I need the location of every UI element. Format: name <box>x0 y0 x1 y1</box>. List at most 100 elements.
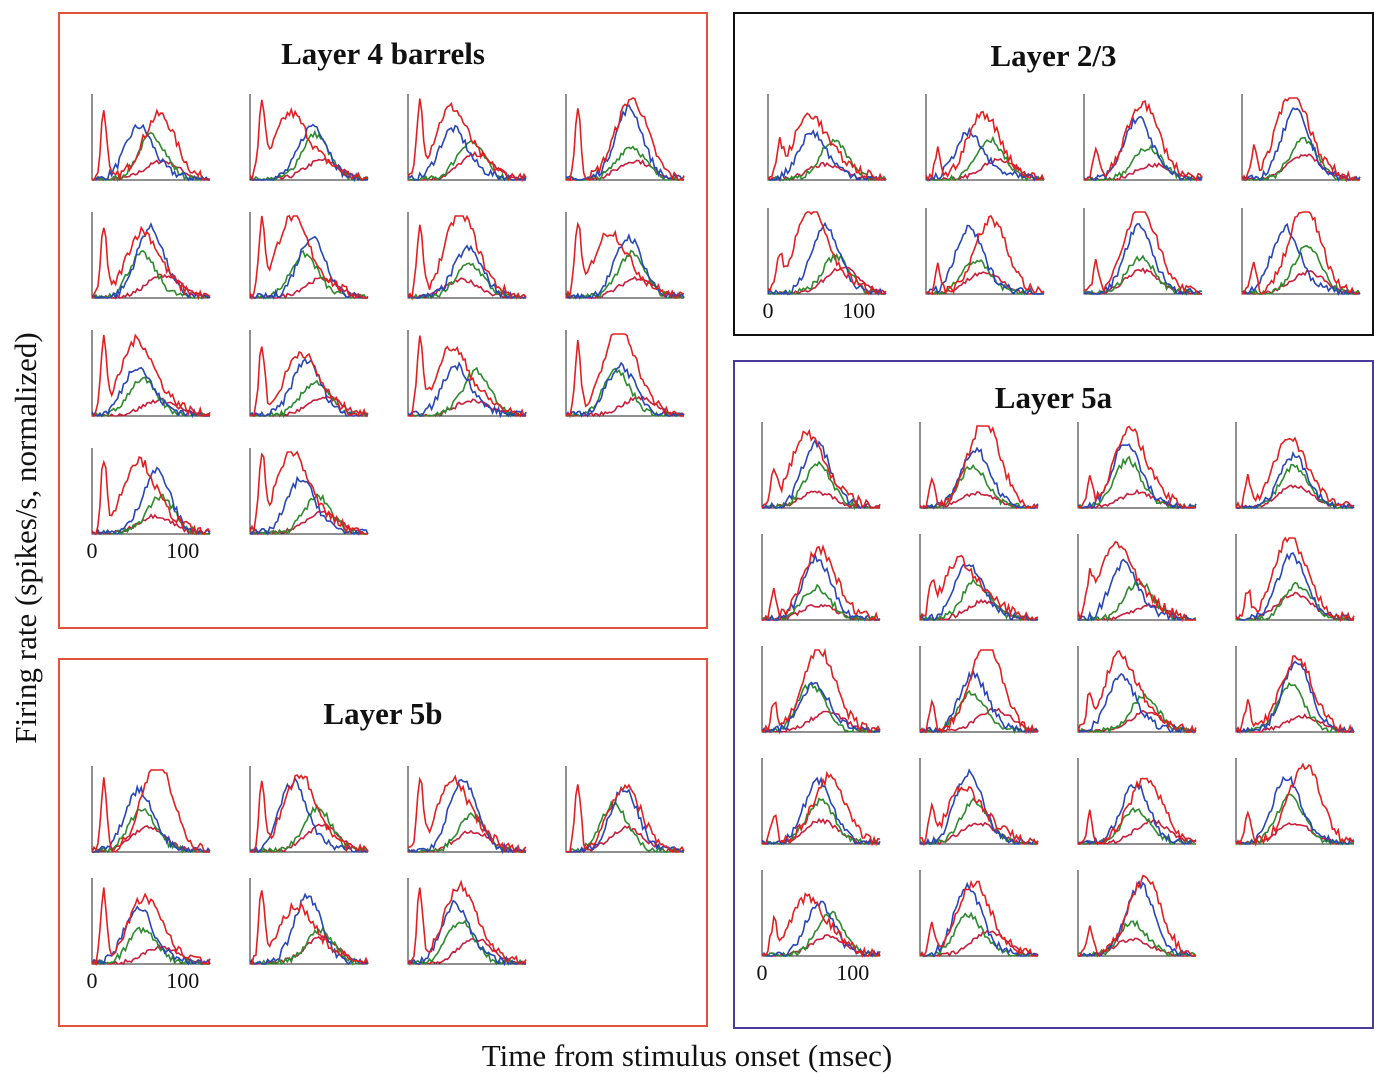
psth-plot <box>1083 94 1203 182</box>
psth-series-line <box>249 379 369 419</box>
psth-series-line <box>1077 443 1197 510</box>
psth-series-line <box>925 214 1045 296</box>
psth-plot <box>1235 646 1355 735</box>
psth-series-line <box>767 221 887 296</box>
psth-series-line <box>407 879 527 966</box>
psth-plot <box>767 208 887 296</box>
psth-series-line <box>407 335 526 418</box>
psth-series-line <box>566 367 685 418</box>
psth-series-line <box>1241 222 1361 296</box>
psth-series-line <box>249 129 369 182</box>
psth-series-line <box>761 438 881 509</box>
psth-series-line <box>1235 536 1355 623</box>
panel-layer-4: Layer 4 barrels <box>58 12 708 629</box>
psth-series-line <box>919 881 1039 958</box>
psth-plot <box>565 766 685 854</box>
psth-plot <box>91 878 211 967</box>
psth-plot <box>249 766 369 854</box>
psth-series-line <box>407 98 527 183</box>
psth-series-line <box>91 466 211 536</box>
psth-series-line <box>920 785 1039 847</box>
psth-series-line <box>762 551 881 622</box>
psth-series-line <box>919 577 1038 622</box>
psth-series-line <box>1077 540 1196 623</box>
psth-series-line <box>91 926 210 966</box>
psth-series-line <box>761 428 881 510</box>
psth-series-line <box>91 456 211 536</box>
psth-series-line <box>249 123 369 183</box>
psth-series-line <box>249 249 369 300</box>
psth-series-line <box>565 145 685 182</box>
psth-series-line <box>1078 874 1197 958</box>
mini-axis <box>1077 646 1196 733</box>
psth-series-line <box>91 493 211 536</box>
psth-plot <box>249 330 369 419</box>
psth-series-line <box>1083 254 1203 296</box>
psth-series-line <box>1235 450 1355 510</box>
psth-series-line <box>761 892 881 958</box>
panel-title-layer-5b: Layer 5b <box>323 696 443 731</box>
psth-series-line <box>920 689 1039 734</box>
psth-plot <box>249 94 369 183</box>
psth-series-line <box>1077 709 1197 734</box>
psth-series-line <box>919 879 1039 958</box>
psth-series-line <box>1235 681 1354 734</box>
psth-plot <box>1241 208 1361 296</box>
psth-series-line <box>1077 650 1197 735</box>
psth-plot <box>565 94 685 182</box>
psth-series-line <box>1084 100 1203 182</box>
psth-plot <box>1077 422 1197 510</box>
psth-series-line <box>565 361 685 418</box>
psth-plot <box>761 870 881 958</box>
psth-series-line <box>91 887 211 967</box>
psth-series-line <box>91 108 210 182</box>
psth-plot <box>761 646 881 735</box>
panel-layer-5b: Layer 5b <box>58 658 708 1027</box>
psth-series-line <box>91 221 211 300</box>
mini-axis <box>1083 208 1202 295</box>
psth-series-line <box>91 769 210 853</box>
psth-series-line <box>768 138 887 182</box>
mini-axis <box>1235 758 1354 845</box>
psth-series-line <box>407 398 527 418</box>
panel-title-layer-4: Layer 4 barrels <box>281 36 485 71</box>
mini-axis <box>761 534 880 621</box>
psth-series-line <box>1235 775 1355 846</box>
mini-axis <box>407 330 526 417</box>
psth-series-line <box>92 131 210 183</box>
psth-plot <box>919 422 1039 510</box>
panel-layer-5a: Layer 5a <box>733 360 1374 1029</box>
psth-plot <box>919 534 1039 622</box>
x-tick-label-100: 100 <box>166 968 199 993</box>
psth-series-line <box>919 554 1039 622</box>
psth-plot <box>91 94 211 183</box>
psth-series-line <box>407 774 527 853</box>
psth-plot <box>1235 534 1355 623</box>
psth-series-line <box>919 463 1039 510</box>
x-tick-label-100: 100 <box>836 960 869 985</box>
psth-series-line <box>565 97 685 182</box>
psth-series-line <box>925 157 1045 181</box>
x-tick-label-100: 100 <box>842 298 875 323</box>
psth-series-line <box>249 235 368 300</box>
psth-series-line <box>249 890 369 966</box>
mini-axis <box>407 94 526 181</box>
psth-series-line <box>767 112 887 182</box>
psth-plot <box>407 94 527 183</box>
psth-plot <box>91 448 211 536</box>
psth-series-line <box>919 425 1039 510</box>
psth-series-line <box>249 777 368 854</box>
psth-series-line <box>91 225 211 301</box>
psth-series-line <box>1235 551 1355 622</box>
psth-plot <box>767 94 887 183</box>
psth-plot <box>925 94 1045 183</box>
panel-title-layer-5a: Layer 5a <box>994 380 1113 415</box>
mini-axis <box>919 422 1038 509</box>
psth-series-line <box>250 475 369 536</box>
psth-series-line <box>761 776 881 846</box>
psth-series-line <box>1235 762 1355 847</box>
psth-series-line <box>920 668 1039 734</box>
psth-series-line <box>1078 783 1197 846</box>
psth-series-line <box>925 224 1044 296</box>
